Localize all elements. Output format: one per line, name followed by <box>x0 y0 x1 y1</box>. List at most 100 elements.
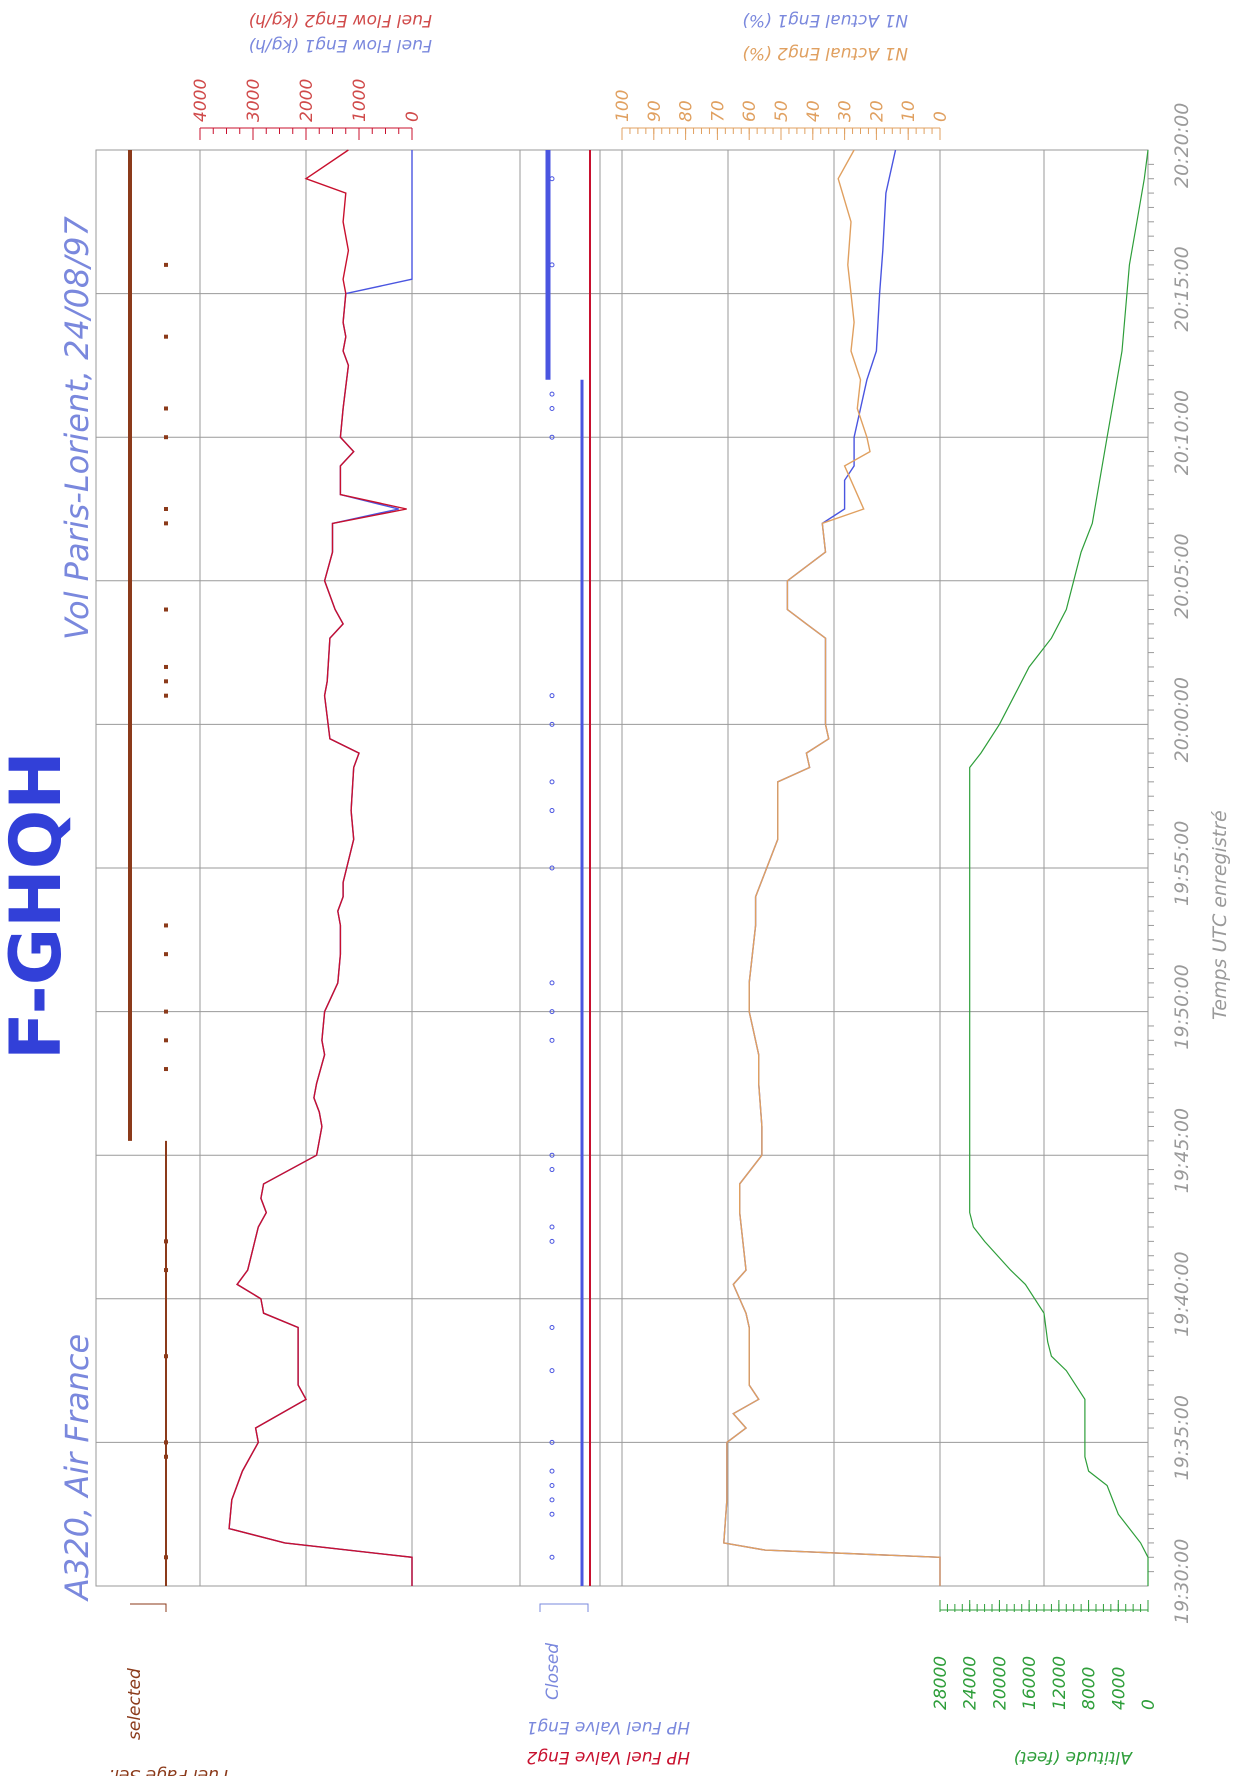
registration-title: F-GHQH <box>0 751 77 1060</box>
hp-valve-marker <box>549 1037 555 1043</box>
fuel-page-marker <box>164 607 168 612</box>
fuel-page-marker <box>164 507 168 511</box>
altitude-tick-label: 28000 <box>931 1656 951 1710</box>
fuel-page-marker <box>164 334 168 339</box>
fuel-flow-eng1-label: Fuel Flow Eng1 (kg/h) <box>248 35 432 55</box>
n1-tick-label: 50 <box>772 100 792 122</box>
altitude-tick-label: 0 <box>1139 1699 1159 1710</box>
n1-tick-label: 90 <box>645 100 665 122</box>
fuel-flow-eng2-line <box>228 149 413 1586</box>
n1-eng2-label: N1 Actual Eng2 (%) <box>742 43 908 63</box>
time-tick-label: 19:55:00 <box>1171 821 1193 906</box>
hp-valve-marker <box>549 721 555 727</box>
hp-valve-marker <box>549 980 555 986</box>
fuel-page-marker <box>164 1268 168 1273</box>
n1-tick-label: 80 <box>677 100 697 122</box>
fuel-flow-tick-label: 0 <box>403 111 423 122</box>
fuel-page-selected-label: selected <box>125 1668 145 1740</box>
hp-valve-marker <box>549 1152 555 1158</box>
fuel-page-marker <box>164 1067 168 1072</box>
n1-tick-label: 70 <box>708 100 728 122</box>
time-tick-label: 20:10:00 <box>1171 390 1193 475</box>
n1-tick-label: 0 <box>931 111 951 122</box>
hp-valve-marker <box>549 1511 555 1517</box>
fuel-page-marker <box>164 262 168 267</box>
fuel-page-marker <box>164 406 168 411</box>
fuel-flow-tick-label: 2000 <box>297 79 317 122</box>
time-tick-label: 19:50:00 <box>1171 964 1193 1049</box>
n1-tick-label: 40 <box>804 100 824 122</box>
n1-eng2-line <box>723 149 941 1586</box>
fuel-page-marker <box>164 1009 168 1014</box>
altitude-tick-label: 20000 <box>990 1656 1010 1710</box>
hp-valve-marker <box>549 1167 555 1173</box>
hp-valve-marker <box>549 1439 555 1445</box>
n1-tick-label: 10 <box>899 100 919 122</box>
n1-eng1-label: N1 Actual Eng1 (%) <box>742 10 908 30</box>
hp-valve-marker <box>549 1554 555 1560</box>
hp-valve-marker <box>549 808 555 814</box>
hp-valve-marker <box>549 1325 555 1331</box>
time-axis-title: Temps UTC enregistré <box>1209 810 1231 1020</box>
altitude-tick-label: 8000 <box>1080 1667 1100 1710</box>
fuel-page-marker <box>164 923 168 928</box>
fuel-flow-eng2-label: Fuel Flow Eng2 (kg/h) <box>248 10 432 30</box>
chart-axes <box>130 127 1154 1612</box>
fuel-page-marker <box>164 1239 168 1244</box>
hp-valve-marker <box>549 1368 555 1374</box>
fuel-page-marker <box>164 521 168 526</box>
n1-tick-label: 30 <box>836 100 856 122</box>
hp-valve-marker <box>549 262 555 268</box>
fuel-page-marker <box>164 664 168 669</box>
altitude-line <box>969 149 1149 1586</box>
hp-valve-eng2-label: HP Fuel Valve Eng2 <box>526 1747 690 1767</box>
hp-valve-bracket <box>539 1603 589 1612</box>
fuel-page-marker <box>164 679 168 684</box>
altitude-axis-label: Altitude (feet) <box>1013 1747 1133 1767</box>
fuel-page-marker <box>164 435 168 440</box>
altitude-tick-label: 4000 <box>1109 1667 1129 1710</box>
fuel-page-marker <box>164 1354 168 1359</box>
hp-valve-marker <box>549 176 555 182</box>
hp-valve-marker <box>549 434 555 440</box>
altitude-tick-label: 12000 <box>1050 1656 1070 1710</box>
hp-valve-eng1-label: HP Fuel Valve Eng1 <box>526 1717 690 1737</box>
chart-series <box>128 149 1149 1586</box>
fuel-page-marker <box>164 952 168 957</box>
hp-valve-marker <box>549 405 555 411</box>
hp-valve-marker <box>549 1224 555 1230</box>
fuel-page-marker <box>164 1038 168 1043</box>
chart-grid <box>95 149 1149 1587</box>
hp-valve-closed-label: Closed <box>543 1643 563 1700</box>
altitude-tick-label: 16000 <box>1020 1656 1040 1710</box>
time-tick-label: 20:15:00 <box>1171 246 1193 331</box>
hp-valve-marker <box>549 693 555 699</box>
time-tick-label: 20:05:00 <box>1171 533 1193 618</box>
fuel-page-marker <box>164 1454 168 1459</box>
time-tick-label: 19:45:00 <box>1171 1108 1193 1193</box>
n1-tick-label: 60 <box>740 100 760 122</box>
fuel-page-label: Fuel Page Sel. <box>109 1765 228 1776</box>
hp-valve-marker <box>549 779 555 785</box>
hp-valve-marker <box>549 1482 555 1488</box>
fuel-page-bracket <box>130 1603 167 1612</box>
hp-valve-marker <box>549 1009 555 1015</box>
fuel-page-marker <box>164 1440 168 1445</box>
time-tick-label: 20:20:00 <box>1171 103 1193 188</box>
fuel-flow-tick-label: 4000 <box>191 79 211 122</box>
time-tick-label: 19:40:00 <box>1171 1251 1193 1336</box>
aircraft-label: A320, Air France <box>58 1334 96 1602</box>
fuel-page-marker <box>164 693 168 698</box>
hp-valve-marker <box>549 391 555 397</box>
hp-valve-marker <box>549 865 555 871</box>
fuel-page-marker <box>164 1555 168 1560</box>
time-tick-label: 20:00:00 <box>1171 677 1193 762</box>
time-tick-label: 19:30:00 <box>1171 1539 1193 1624</box>
n1-tick-label: 20 <box>867 100 887 122</box>
hp-valve-marker <box>549 1238 555 1244</box>
hp-valve-marker <box>549 1497 555 1503</box>
chart-labels: 19:30:00 19:35:00 19:40:00 19:45:00 19:50:00… <box>109 10 1231 1776</box>
n1-tick-label: 100 <box>613 90 633 122</box>
fuel-flow-tick-label: 3000 <box>244 79 264 122</box>
